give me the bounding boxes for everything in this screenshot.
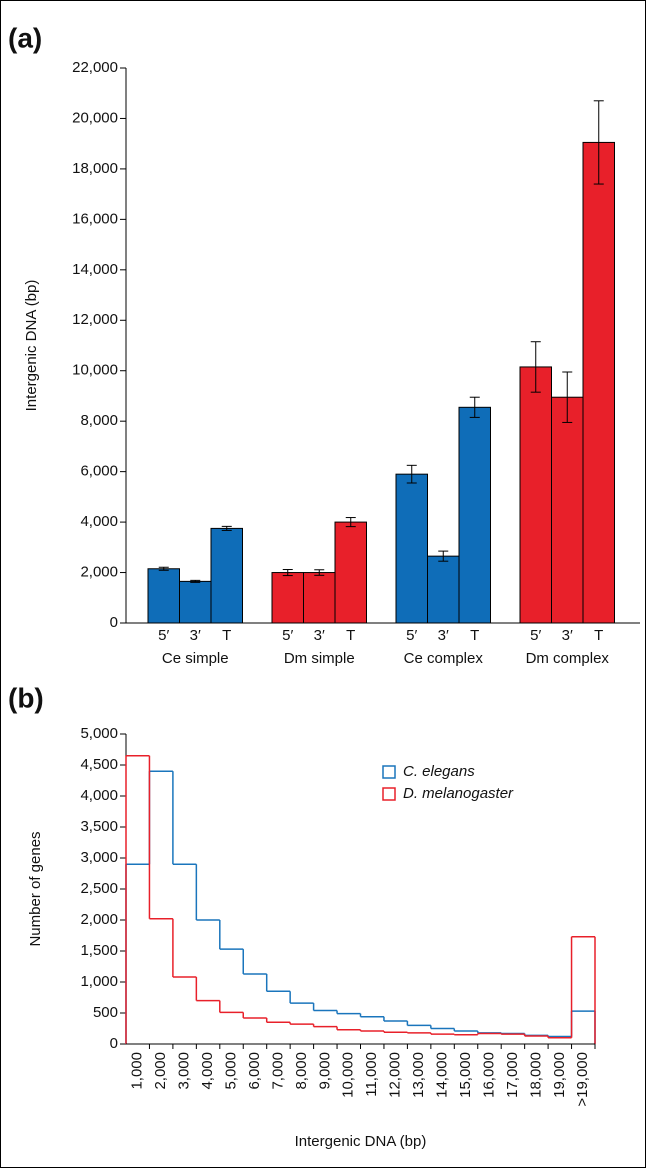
y-tick-label: 22,000 bbox=[72, 59, 118, 76]
y-tick-label: 8,000 bbox=[80, 412, 118, 429]
x-tick-label: 11,000 bbox=[363, 1052, 380, 1097]
y-tick-label: 2,000 bbox=[80, 564, 118, 581]
bar bbox=[271, 572, 304, 624]
bar-sublabel: T bbox=[470, 627, 479, 644]
x-tick-label: 15,000 bbox=[457, 1052, 474, 1098]
y-tick-label: 16,000 bbox=[72, 210, 118, 227]
bar-sublabel: 3′ bbox=[314, 627, 325, 644]
y-tick-label: 3,000 bbox=[80, 849, 118, 866]
x-tick-label: 9,000 bbox=[316, 1052, 333, 1090]
bar bbox=[179, 580, 212, 624]
x-tick-label: 4,000 bbox=[199, 1052, 216, 1090]
y-tick-label: 1,500 bbox=[80, 942, 118, 959]
bar-sublabel: 5′ bbox=[282, 627, 293, 644]
legend-swatch bbox=[382, 765, 396, 779]
legend-label: D. melanogaster bbox=[403, 785, 514, 802]
bar bbox=[303, 572, 336, 624]
y-tick-label: 20,000 bbox=[72, 109, 118, 126]
bar-sublabel: 3′ bbox=[438, 627, 449, 644]
y-tick-label: 12,000 bbox=[72, 311, 118, 328]
bar bbox=[395, 473, 428, 624]
bar bbox=[427, 555, 460, 624]
bar-sublabel: 5′ bbox=[530, 627, 541, 644]
bar bbox=[519, 366, 552, 624]
x-tick-label: 5,000 bbox=[222, 1052, 239, 1090]
x-tick-label: 16,000 bbox=[480, 1052, 497, 1098]
x-tick-label: 19,000 bbox=[551, 1052, 568, 1098]
y-axis-title: Number of genes bbox=[27, 831, 44, 946]
bar-sublabel: 5′ bbox=[158, 627, 169, 644]
bar-sublabel: 5′ bbox=[406, 627, 417, 644]
x-tick-label: 1,000 bbox=[129, 1052, 146, 1090]
y-tick-label: 3,500 bbox=[80, 818, 118, 835]
x-tick-label: 14,000 bbox=[434, 1052, 451, 1098]
y-tick-label: 2,500 bbox=[80, 880, 118, 897]
bar bbox=[582, 141, 615, 624]
x-axis-title: Intergenic DNA (bp) bbox=[295, 1133, 427, 1150]
y-tick-label: 0 bbox=[110, 614, 118, 631]
y-tick-label: 10,000 bbox=[72, 362, 118, 379]
bar-sublabel: T bbox=[346, 627, 355, 644]
y-axis-title: Intergenic DNA (bp) bbox=[23, 280, 40, 412]
y-tick-label: 1,000 bbox=[80, 973, 118, 990]
y-tick-label: 2,000 bbox=[80, 911, 118, 928]
x-tick-label: 10,000 bbox=[340, 1052, 357, 1098]
x-tick-label: 2,000 bbox=[152, 1052, 169, 1090]
x-tick-label: Ce complex bbox=[404, 650, 484, 667]
x-tick-label: 17,000 bbox=[504, 1052, 521, 1098]
bar-sublabel: T bbox=[222, 627, 231, 644]
bar bbox=[551, 396, 584, 624]
x-tick-label: 8,000 bbox=[293, 1052, 310, 1090]
bar bbox=[458, 406, 491, 624]
y-tick-label: 5,000 bbox=[80, 725, 118, 742]
bar bbox=[334, 521, 367, 624]
x-tick-label: 3,000 bbox=[176, 1052, 193, 1090]
bar-sublabel: 3′ bbox=[190, 627, 201, 644]
bar-sublabel: 3′ bbox=[562, 627, 573, 644]
legend-label: C. elegans bbox=[403, 763, 475, 780]
y-tick-label: 4,500 bbox=[80, 756, 118, 773]
x-tick-label: 7,000 bbox=[269, 1052, 286, 1090]
x-tick-label: 12,000 bbox=[387, 1052, 404, 1098]
x-tick-label: Dm simple bbox=[284, 650, 355, 667]
y-tick-label: 500 bbox=[93, 1004, 118, 1021]
x-tick-label: 18,000 bbox=[527, 1052, 544, 1098]
x-tick-label: Dm complex bbox=[526, 650, 610, 667]
bar bbox=[210, 527, 243, 624]
y-tick-label: 0 bbox=[110, 1035, 118, 1052]
y-tick-label: 14,000 bbox=[72, 261, 118, 278]
y-tick-label: 18,000 bbox=[72, 160, 118, 177]
panel-label: (a) bbox=[8, 22, 42, 53]
x-tick-label: 6,000 bbox=[246, 1052, 263, 1090]
y-tick-label: 6,000 bbox=[80, 463, 118, 480]
y-tick-label: 4,000 bbox=[80, 787, 118, 804]
bar-sublabel: T bbox=[594, 627, 603, 644]
x-tick-label: >19,000 bbox=[574, 1052, 591, 1107]
x-tick-label: Ce simple bbox=[162, 650, 229, 667]
panel-label: (b) bbox=[8, 682, 44, 713]
bar bbox=[147, 568, 180, 624]
x-tick-label: 13,000 bbox=[410, 1052, 427, 1098]
legend-swatch bbox=[382, 787, 396, 801]
y-tick-label: 4,000 bbox=[80, 513, 118, 530]
